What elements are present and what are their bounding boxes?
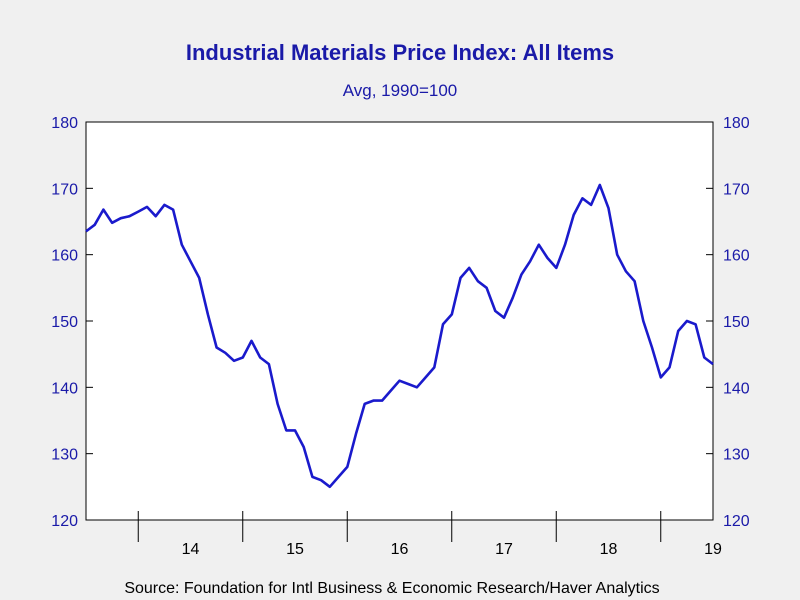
y-tick-label-left: 120 (51, 513, 78, 530)
y-tick-label-right: 130 (723, 447, 750, 464)
y-tick-label-right: 160 (723, 248, 750, 265)
y-tick-label-right: 140 (723, 380, 750, 397)
x-axis: 14 15 16 17 18 19 (137, 511, 722, 558)
y-tick-label-right: 120 (723, 513, 750, 530)
y-tick-label-left: 160 (51, 248, 78, 265)
series-line (85, 183, 714, 489)
x-tick-label: 18 (600, 541, 618, 558)
y-axis-left: 120 130 140 150 160 170 180 (51, 115, 93, 530)
x-tick-label: 16 (391, 541, 409, 558)
x-tick-label: 17 (495, 541, 513, 558)
x-tick-label: 19 (704, 541, 722, 558)
plot-area (85, 121, 714, 521)
y-tick-label-right: 170 (723, 181, 750, 198)
chart-subtitle: Avg, 1990=100 (343, 81, 458, 100)
y-tick-label-right: 150 (723, 314, 750, 331)
y-tick-label-right: 180 (723, 115, 750, 132)
chart-title: Industrial Materials Price Index: All It… (186, 40, 614, 65)
y-tick-label-left: 150 (51, 314, 78, 331)
x-tick-label: 15 (286, 541, 304, 558)
y-tick-label-left: 170 (51, 181, 78, 198)
y-tick-label-left: 130 (51, 447, 78, 464)
chart-source: Source: Foundation for Intl Business & E… (124, 580, 659, 597)
y-tick-label-left: 180 (51, 115, 78, 132)
y-axis-right: 120 130 140 150 160 170 180 (706, 115, 750, 530)
x-tick-label: 14 (182, 541, 200, 558)
y-tick-label-left: 140 (51, 380, 78, 397)
